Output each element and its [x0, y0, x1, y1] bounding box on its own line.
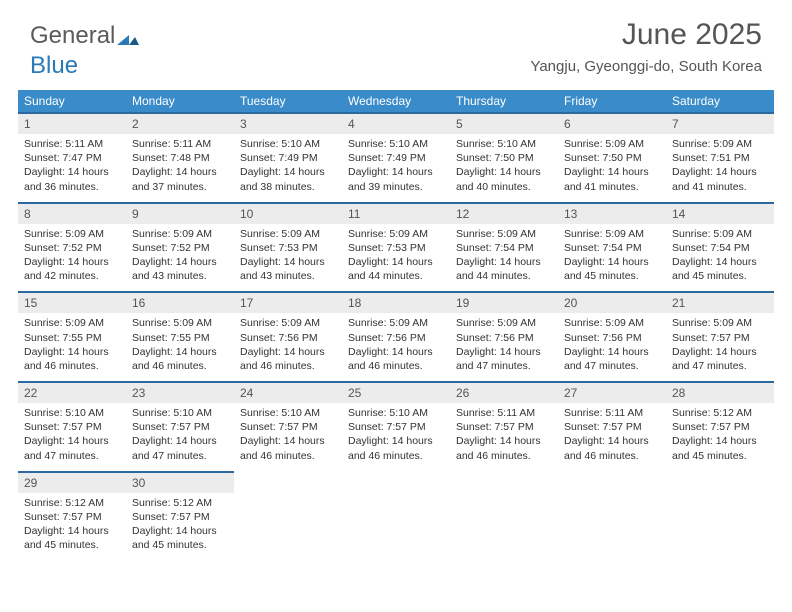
day-detail-cell: Sunrise: 5:09 AMSunset: 7:52 PMDaylight:…	[18, 224, 126, 293]
day-detail-cell: Sunrise: 5:11 AMSunset: 7:48 PMDaylight:…	[126, 134, 234, 203]
calendar-table: SundayMondayTuesdayWednesdayThursdayFrid…	[18, 90, 774, 560]
day-detail-cell: Sunrise: 5:09 AMSunset: 7:53 PMDaylight:…	[234, 224, 342, 293]
day-number-cell: 1	[18, 113, 126, 134]
day-detail-cell: Sunrise: 5:09 AMSunset: 7:54 PMDaylight:…	[666, 224, 774, 293]
day-number-cell: 21	[666, 292, 774, 313]
day-detail-cell	[666, 493, 774, 561]
day-detail-cell: Sunrise: 5:10 AMSunset: 7:57 PMDaylight:…	[342, 403, 450, 472]
location-text: Yangju, Gyeonggi-do, South Korea	[530, 58, 762, 75]
weekday-header: Saturday	[666, 90, 774, 113]
day-detail-cell	[234, 493, 342, 561]
day-detail-cell: Sunrise: 5:09 AMSunset: 7:54 PMDaylight:…	[558, 224, 666, 293]
daynum-row: 891011121314	[18, 203, 774, 224]
weekday-header: Thursday	[450, 90, 558, 113]
day-detail-cell: Sunrise: 5:09 AMSunset: 7:56 PMDaylight:…	[558, 313, 666, 382]
logo: General Blue	[30, 22, 139, 80]
daynum-row: 22232425262728	[18, 382, 774, 403]
day-detail-cell: Sunrise: 5:09 AMSunset: 7:54 PMDaylight:…	[450, 224, 558, 293]
day-number-cell: 15	[18, 292, 126, 313]
day-detail-cell	[342, 493, 450, 561]
day-detail-cell: Sunrise: 5:12 AMSunset: 7:57 PMDaylight:…	[666, 403, 774, 472]
day-detail-cell: Sunrise: 5:11 AMSunset: 7:47 PMDaylight:…	[18, 134, 126, 203]
daynum-row: 15161718192021	[18, 292, 774, 313]
day-detail-cell: Sunrise: 5:10 AMSunset: 7:49 PMDaylight:…	[234, 134, 342, 203]
day-number-cell: 22	[18, 382, 126, 403]
detail-row: Sunrise: 5:11 AMSunset: 7:47 PMDaylight:…	[18, 134, 774, 203]
day-number-cell: 7	[666, 113, 774, 134]
detail-row: Sunrise: 5:12 AMSunset: 7:57 PMDaylight:…	[18, 493, 774, 561]
day-number-cell	[342, 472, 450, 493]
day-detail-cell: Sunrise: 5:09 AMSunset: 7:53 PMDaylight:…	[342, 224, 450, 293]
day-detail-cell: Sunrise: 5:09 AMSunset: 7:50 PMDaylight:…	[558, 134, 666, 203]
weekday-header: Friday	[558, 90, 666, 113]
day-number-cell: 30	[126, 472, 234, 493]
day-detail-cell: Sunrise: 5:09 AMSunset: 7:52 PMDaylight:…	[126, 224, 234, 293]
day-detail-cell: Sunrise: 5:10 AMSunset: 7:49 PMDaylight:…	[342, 134, 450, 203]
day-detail-cell: Sunrise: 5:12 AMSunset: 7:57 PMDaylight:…	[18, 493, 126, 561]
day-detail-cell: Sunrise: 5:09 AMSunset: 7:51 PMDaylight:…	[666, 134, 774, 203]
day-number-cell: 26	[450, 382, 558, 403]
day-number-cell: 13	[558, 203, 666, 224]
day-detail-cell: Sunrise: 5:09 AMSunset: 7:57 PMDaylight:…	[666, 313, 774, 382]
day-number-cell: 4	[342, 113, 450, 134]
day-number-cell: 29	[18, 472, 126, 493]
day-number-cell: 10	[234, 203, 342, 224]
day-number-cell: 12	[450, 203, 558, 224]
detail-row: Sunrise: 5:10 AMSunset: 7:57 PMDaylight:…	[18, 403, 774, 472]
daynum-row: 2930	[18, 472, 774, 493]
day-number-cell: 2	[126, 113, 234, 134]
day-detail-cell: Sunrise: 5:09 AMSunset: 7:55 PMDaylight:…	[18, 313, 126, 382]
weekday-header: Monday	[126, 90, 234, 113]
weekday-header: Wednesday	[342, 90, 450, 113]
weekday-header: Sunday	[18, 90, 126, 113]
day-number-cell: 6	[558, 113, 666, 134]
day-number-cell	[234, 472, 342, 493]
logo-text-2: Blue	[30, 52, 78, 79]
header-right: June 2025 Yangju, Gyeonggi-do, South Kor…	[530, 18, 762, 75]
day-detail-cell	[558, 493, 666, 561]
day-number-cell: 27	[558, 382, 666, 403]
day-detail-cell: Sunrise: 5:12 AMSunset: 7:57 PMDaylight:…	[126, 493, 234, 561]
detail-row: Sunrise: 5:09 AMSunset: 7:55 PMDaylight:…	[18, 313, 774, 382]
daynum-row: 1234567	[18, 113, 774, 134]
day-number-cell: 19	[450, 292, 558, 313]
day-number-cell: 16	[126, 292, 234, 313]
day-number-cell: 23	[126, 382, 234, 403]
day-detail-cell: Sunrise: 5:11 AMSunset: 7:57 PMDaylight:…	[450, 403, 558, 472]
detail-row: Sunrise: 5:09 AMSunset: 7:52 PMDaylight:…	[18, 224, 774, 293]
day-number-cell: 18	[342, 292, 450, 313]
day-number-cell: 28	[666, 382, 774, 403]
day-number-cell: 11	[342, 203, 450, 224]
day-number-cell	[450, 472, 558, 493]
day-number-cell: 14	[666, 203, 774, 224]
page-title: June 2025	[530, 18, 762, 52]
day-detail-cell: Sunrise: 5:09 AMSunset: 7:55 PMDaylight:…	[126, 313, 234, 382]
day-detail-cell: Sunrise: 5:10 AMSunset: 7:57 PMDaylight:…	[234, 403, 342, 472]
day-detail-cell: Sunrise: 5:10 AMSunset: 7:57 PMDaylight:…	[18, 403, 126, 472]
weekday-header-row: SundayMondayTuesdayWednesdayThursdayFrid…	[18, 90, 774, 113]
day-detail-cell	[450, 493, 558, 561]
day-number-cell: 25	[342, 382, 450, 403]
day-number-cell: 3	[234, 113, 342, 134]
day-number-cell: 17	[234, 292, 342, 313]
day-detail-cell: Sunrise: 5:09 AMSunset: 7:56 PMDaylight:…	[342, 313, 450, 382]
weekday-header: Tuesday	[234, 90, 342, 113]
day-number-cell: 9	[126, 203, 234, 224]
day-detail-cell: Sunrise: 5:11 AMSunset: 7:57 PMDaylight:…	[558, 403, 666, 472]
day-number-cell	[666, 472, 774, 493]
day-number-cell: 20	[558, 292, 666, 313]
day-number-cell: 5	[450, 113, 558, 134]
day-detail-cell: Sunrise: 5:10 AMSunset: 7:57 PMDaylight:…	[126, 403, 234, 472]
day-detail-cell: Sunrise: 5:10 AMSunset: 7:50 PMDaylight:…	[450, 134, 558, 203]
day-number-cell: 24	[234, 382, 342, 403]
day-detail-cell: Sunrise: 5:09 AMSunset: 7:56 PMDaylight:…	[234, 313, 342, 382]
day-number-cell	[558, 472, 666, 493]
logo-text-1: General	[30, 22, 115, 49]
day-detail-cell: Sunrise: 5:09 AMSunset: 7:56 PMDaylight:…	[450, 313, 558, 382]
day-number-cell: 8	[18, 203, 126, 224]
logo-mark-icon	[117, 24, 139, 52]
